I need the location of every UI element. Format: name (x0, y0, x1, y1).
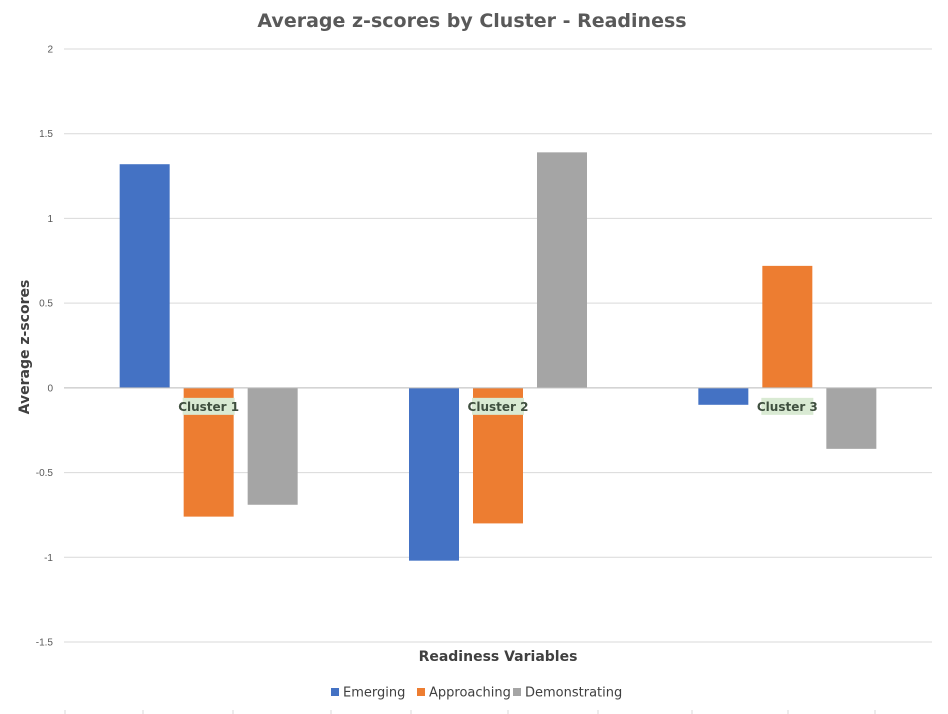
legend-label: Emerging (343, 686, 405, 701)
y-axis-ticks: 2 1.5 1 0.5 0 -0.5 -1 -1.5 (36, 45, 54, 649)
legend-swatch-approaching (417, 688, 425, 696)
bar-emerging-cluster-1 (119, 164, 170, 388)
category-label: Cluster 1 (178, 400, 239, 414)
legend-label: Demonstrating (525, 686, 622, 701)
category-label-background (761, 397, 814, 415)
bars (119, 152, 877, 561)
category-label: Cluster 3 (757, 400, 818, 414)
bar-emerging-cluster-3 (698, 387, 749, 405)
y-tick-label: 0.5 (39, 299, 53, 310)
x-axis-title: Readiness Variables (419, 649, 578, 665)
category-label-background (472, 397, 524, 415)
category-labels: Cluster 1 Cluster 2 Cluster 3 (178, 397, 818, 415)
y-tick-label: 2 (47, 45, 53, 56)
y-tick-label: 1.5 (39, 129, 53, 140)
chart-title: Average z-scores by Cluster - Readiness (257, 10, 686, 32)
y-axis-title: Average z-scores (17, 280, 33, 415)
y-tick-label: 1 (47, 214, 53, 225)
legend-swatch-demonstrating (513, 688, 521, 696)
bar-demonstrating-cluster-3 (826, 387, 877, 449)
category-label-background (182, 397, 235, 415)
legend-label: Approaching (429, 686, 511, 701)
bottom-edge-ticks (64, 710, 876, 714)
bar-demonstrating-cluster-1 (247, 387, 298, 505)
legend: Emerging Approaching Demonstrating (331, 686, 622, 701)
y-tick-label: 0 (47, 383, 53, 394)
y-tick-label: -1.5 (36, 638, 54, 649)
legend-swatch-emerging (331, 688, 339, 696)
y-tick-label: -0.5 (36, 468, 54, 479)
bar-demonstrating-cluster-2 (537, 152, 587, 388)
bar-emerging-cluster-2 (409, 387, 459, 561)
bar-approaching-cluster-3 (762, 265, 813, 388)
y-tick-label: -1 (44, 553, 53, 564)
category-label: Cluster 2 (468, 400, 529, 414)
